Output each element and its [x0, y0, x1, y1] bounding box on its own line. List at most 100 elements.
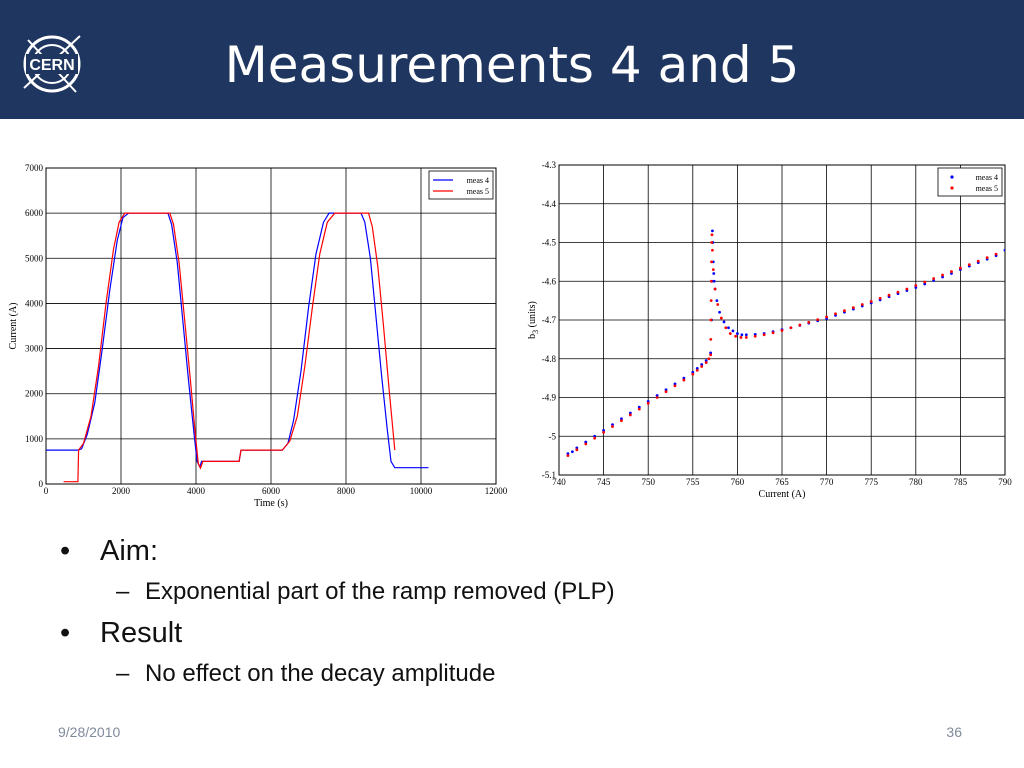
data-point: [959, 266, 962, 270]
data-point: [620, 417, 623, 421]
y-tick-label: 5000: [25, 253, 44, 263]
x-tick-label: 780: [909, 477, 923, 487]
x-tick-label: 765: [775, 477, 789, 487]
data-point: [602, 429, 605, 432]
data-point: [753, 334, 757, 338]
legend-label: meas 5: [467, 187, 489, 196]
x-tick-label: 760: [731, 477, 745, 487]
data-point: [728, 332, 732, 335]
y-tick-label: 6000: [25, 208, 44, 218]
data-point: [923, 282, 927, 286]
data-point: [712, 279, 716, 283]
data-point: [691, 372, 695, 376]
legend-swatch: [950, 186, 954, 190]
logo-text: CERN: [29, 57, 74, 74]
data-point: [682, 376, 686, 380]
data-point: [707, 357, 711, 361]
data-point: [620, 419, 623, 423]
data-point: [807, 320, 811, 324]
sub-bullet-item: – Exponential part of the ramp removed (P…: [116, 578, 615, 605]
data-point: [722, 320, 726, 324]
x-tick-label: 790: [998, 477, 1012, 487]
data-point: [611, 425, 614, 428]
data-point: [664, 388, 668, 392]
legend-label: meas 4: [467, 176, 489, 185]
data-point: [566, 454, 570, 458]
bullet-item: • Aim:: [60, 535, 158, 567]
data-point: [584, 440, 588, 444]
current-vs-time-chart: 0 2000 4000 6000 8000 10000 12000 0 1000 2000 3000…: [8, 163, 508, 509]
data-point: [736, 332, 739, 335]
footer-date: 9/28/2010: [58, 724, 121, 740]
y-tick-label: 2000: [25, 389, 44, 399]
data-point: [887, 293, 891, 297]
data-point: [637, 407, 641, 411]
x-tick-label: 785: [954, 477, 968, 487]
data-point: [994, 252, 998, 256]
data-point: [655, 396, 659, 399]
x-axis-label: Time (s): [254, 498, 288, 509]
data-point: [664, 390, 668, 394]
sub-bullet-text: No effect on the decay amplitude: [145, 660, 496, 687]
data-point: [655, 394, 659, 397]
data-point: [896, 290, 900, 294]
legend-swatch: [950, 175, 954, 179]
data-point: [985, 256, 989, 260]
data-point: [570, 450, 574, 454]
data-point: [709, 299, 713, 303]
data-point: [593, 436, 597, 440]
y-tick-label: -4.5: [542, 238, 557, 248]
data-point: [932, 279, 936, 282]
data-point: [734, 334, 738, 338]
data-point: [646, 399, 650, 403]
y-tick-label: -4.7: [542, 315, 557, 325]
data-point: [727, 326, 730, 330]
data-point: [711, 229, 714, 233]
data-point: [843, 309, 846, 313]
data-point: [753, 332, 757, 336]
data-point: [710, 241, 714, 244]
y-axis-label: b3 (units): [527, 301, 540, 339]
series-group: [566, 229, 1005, 458]
data-point: [851, 306, 855, 309]
data-point: [718, 310, 721, 314]
legend-box: [428, 170, 494, 200]
data-point: [941, 273, 944, 277]
data-point: [834, 312, 837, 316]
data-point: [719, 316, 723, 320]
data-point: [715, 299, 719, 303]
data-point: [713, 287, 717, 291]
data-point: [695, 368, 699, 372]
x-tick-label: 2000: [112, 486, 131, 496]
y-tick-label: -4.8: [542, 354, 557, 364]
data-point: [611, 423, 614, 427]
x-tick-label: 12000: [485, 486, 508, 496]
data-point: [602, 430, 605, 434]
data-point: [709, 351, 713, 355]
bullet-text: Result: [100, 617, 183, 649]
data-point: [816, 318, 820, 322]
x-axis-label: Current (A): [759, 489, 806, 500]
data-point: [932, 277, 936, 280]
data-point: [691, 370, 695, 374]
data-point: [716, 303, 720, 306]
data-point: [950, 272, 953, 275]
data-point: [740, 333, 744, 337]
data-point: [941, 275, 944, 279]
series-group: [46, 212, 429, 483]
x-tick-label: 0: [44, 486, 49, 496]
data-point: [923, 280, 927, 284]
y-axis-label: Current (A): [8, 303, 19, 350]
data-point: [709, 353, 713, 357]
data-point: [628, 411, 632, 415]
y-tick-label: -4.9: [542, 393, 557, 403]
data-point: [905, 287, 909, 291]
data-point: [762, 333, 766, 337]
data-point: [709, 279, 713, 283]
data-point: [704, 361, 708, 365]
data-point: [914, 284, 918, 287]
x-tick-label: 4000: [187, 486, 206, 496]
data-point: [860, 303, 864, 306]
data-point: [628, 413, 632, 417]
legend-label: meas 5: [976, 184, 998, 193]
